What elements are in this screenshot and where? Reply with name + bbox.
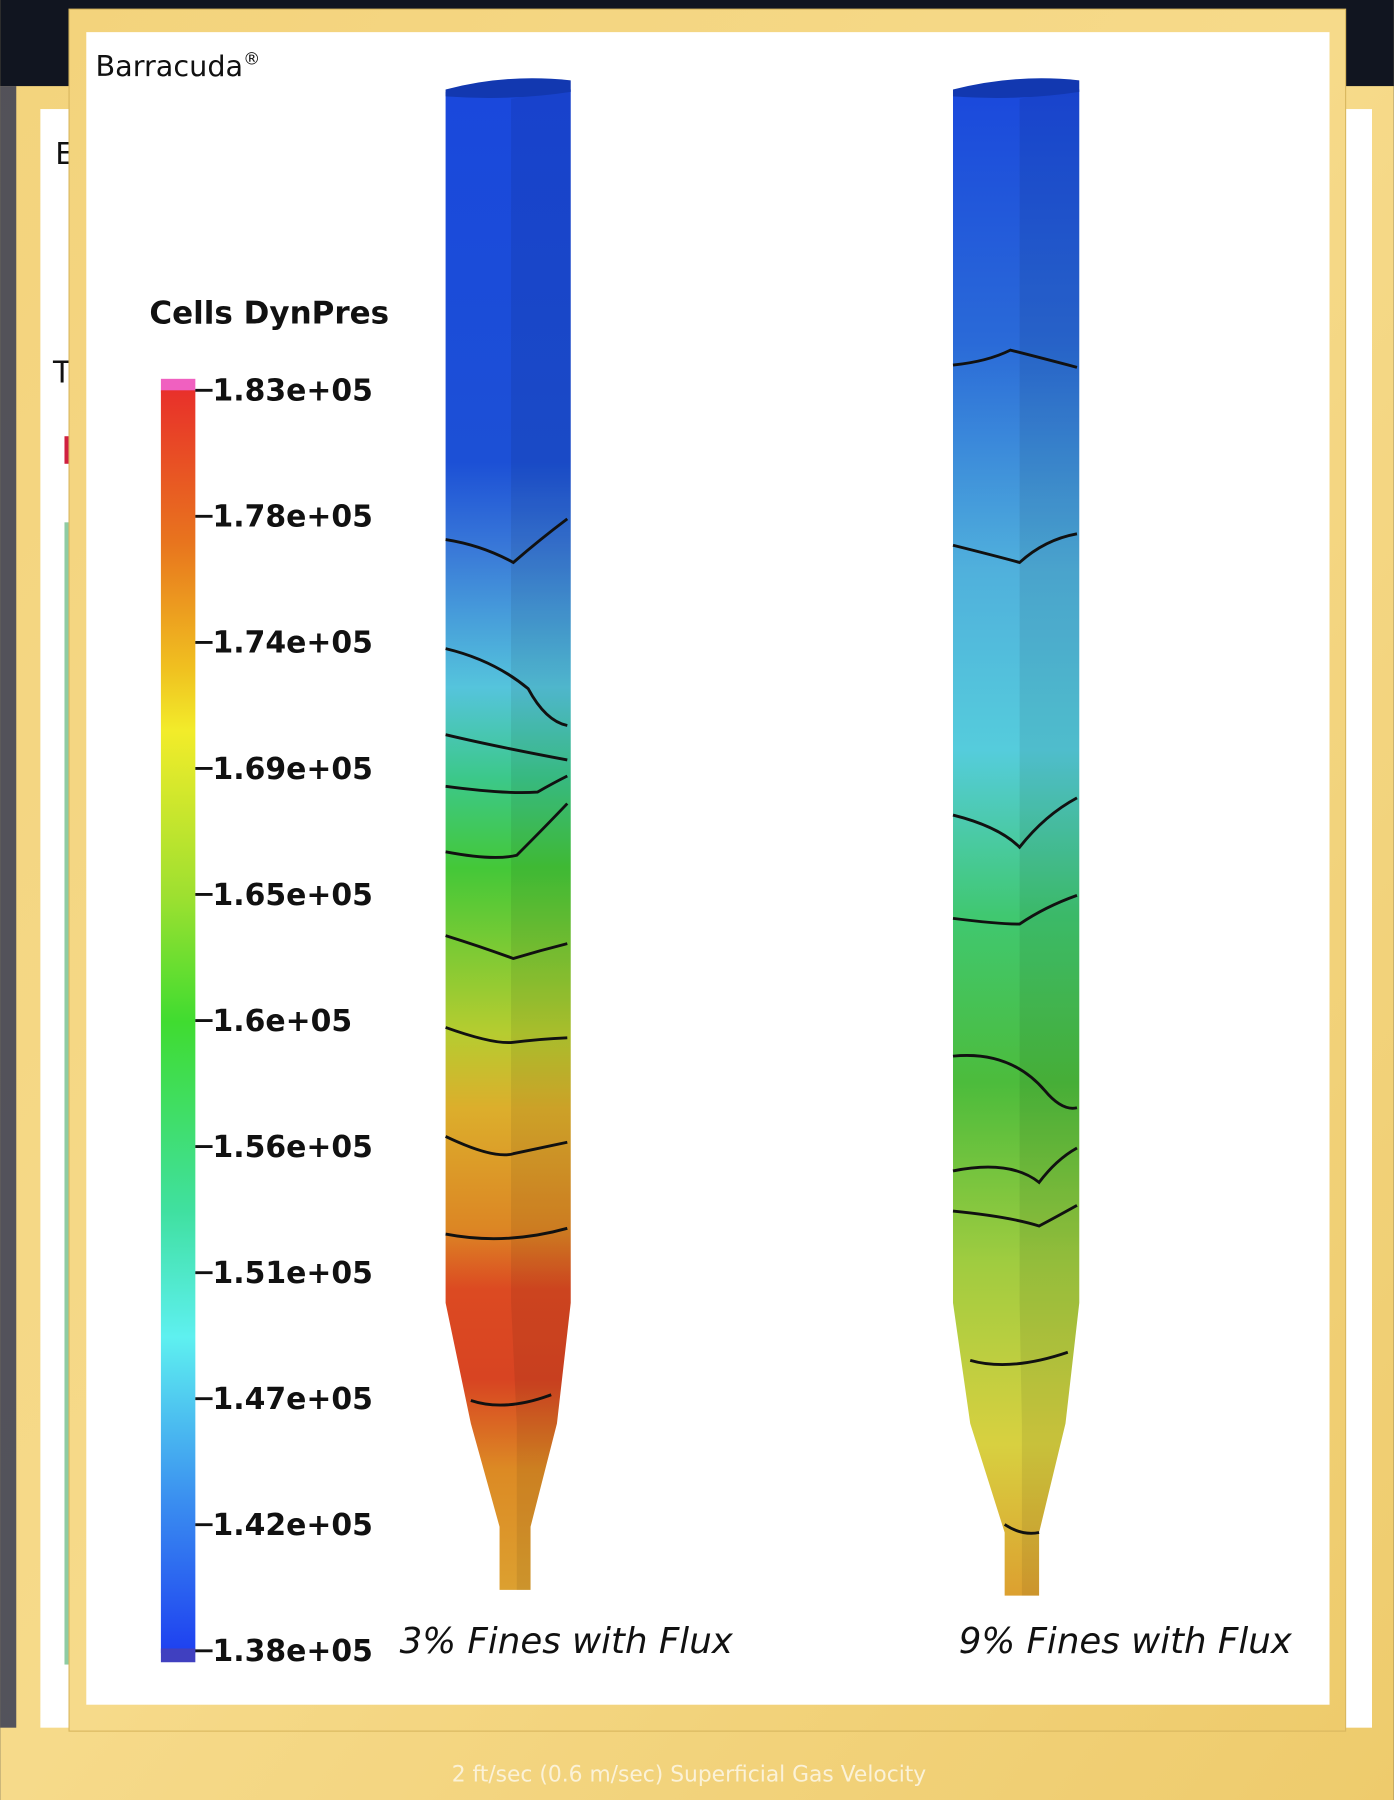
legend-tick-label: 1.42e+05 — [213, 1508, 373, 1543]
left-edge — [0, 86, 16, 1728]
card-inner — [86, 32, 1329, 1705]
legend-tick-label: 1.65e+05 — [213, 878, 373, 913]
legend-bottom-cap — [161, 1648, 195, 1662]
brand: Barracuda® — [95, 49, 260, 83]
legend-tick-label: 1.74e+05 — [213, 626, 373, 661]
column-9pct — [953, 78, 1079, 1595]
legend-tick-label: 1.78e+05 — [213, 500, 373, 535]
color-bar — [161, 390, 195, 1653]
caption: 9% Fines with Flux — [959, 1621, 1293, 1662]
legend-tick-label: 1.83e+05 — [213, 374, 373, 409]
legend-tick-label: 1.47e+05 — [213, 1382, 373, 1417]
legend-tick-label: 1.38e+05 — [213, 1634, 373, 1669]
footer: 2 ft/sec (0.6 m/sec) Superficial Gas Vel… — [452, 1763, 927, 1788]
legend-title: Cells DynPres — [149, 296, 389, 332]
legend-tick-label: 1.6e+05 — [213, 1004, 353, 1039]
legend-tick-label: 1.56e+05 — [213, 1130, 373, 1165]
column-3pct — [446, 78, 571, 1590]
caption: 3% Fines with Flux — [400, 1621, 734, 1662]
legend-tick-label: 1.69e+05 — [213, 752, 373, 787]
brand-name: Barracuda — [95, 49, 243, 83]
brand-mark: ® — [243, 49, 260, 69]
page: {"brand":"Barracuda","brand_mark":"®","b… — [0, 0, 1394, 1800]
slide: E T Barracuda® Cells DynPres 1.83e+051.7… — [0, 0, 1394, 1800]
legend-tick-label: 1.51e+05 — [213, 1256, 373, 1291]
